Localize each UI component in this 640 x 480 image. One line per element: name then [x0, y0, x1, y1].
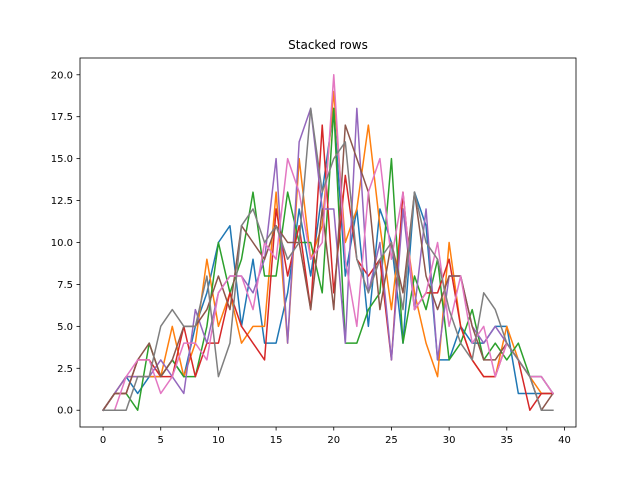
y-tick-label: 15.0 — [51, 154, 73, 165]
y-tick-label: 12.5 — [51, 196, 73, 207]
y-tick-label: 2.5 — [57, 364, 73, 375]
y-tick-label: 5.0 — [57, 322, 73, 333]
series-line-8 — [102, 107, 554, 411]
y-tick-label: 17.5 — [51, 112, 73, 123]
x-tick-label: 0 — [100, 435, 106, 446]
chart-title: Stacked rows — [288, 38, 368, 52]
x-tick-label: 5 — [158, 435, 164, 446]
x-tick-label: 40 — [558, 435, 571, 446]
x-tick-label: 10 — [212, 435, 225, 446]
y-tick-label: 0.0 — [57, 406, 73, 417]
axes-layer: 0 5 10 15 20 25 30 35 40 0.0 2.5 5.0 7.5 10.0 12.5 15.0… — [51, 57, 577, 446]
series-line-7 — [102, 74, 554, 411]
series-layer — [102, 74, 554, 412]
y-tick-label: 7.5 — [57, 280, 73, 291]
x-tick-label: 20 — [327, 435, 340, 446]
y-tick-label: 10.0 — [51, 238, 73, 249]
y-tick-label: 20.0 — [51, 70, 73, 81]
x-tick-label: 30 — [443, 435, 456, 446]
x-tick-label: 15 — [270, 435, 283, 446]
x-tick-label: 35 — [500, 435, 513, 446]
series-line-6 — [102, 124, 554, 412]
x-tick-label: 25 — [385, 435, 398, 446]
